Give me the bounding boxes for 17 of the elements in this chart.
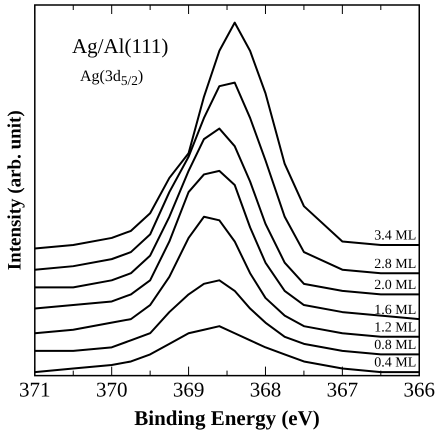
- series-label: 1.6 ML: [374, 302, 416, 318]
- x-axis-title: Binding Energy (eV): [134, 406, 320, 430]
- x-tick-label: 371: [19, 378, 51, 402]
- y-axis-title: Intensity (arb. unit): [4, 110, 26, 270]
- x-tick-label: 368: [250, 378, 282, 402]
- series-label: 1.2 ML: [374, 320, 416, 336]
- x-tick-label: 367: [326, 378, 358, 402]
- series-label: 2.8 ML: [374, 256, 416, 272]
- x-tick-label: 366: [404, 378, 435, 402]
- series-label: 0.8 ML: [374, 338, 416, 354]
- x-tick-label: 370: [96, 378, 128, 402]
- annotation: Ag(3d$_{5/2}$): [80, 68, 144, 90]
- series-label: 0.4 ML: [374, 356, 416, 371]
- series-label: 2.0 ML: [374, 278, 416, 294]
- x-tick-label: 369: [172, 378, 204, 402]
- annotation: Ag/Al(111): [72, 34, 168, 59]
- series-label: 3.4 ML: [374, 228, 416, 244]
